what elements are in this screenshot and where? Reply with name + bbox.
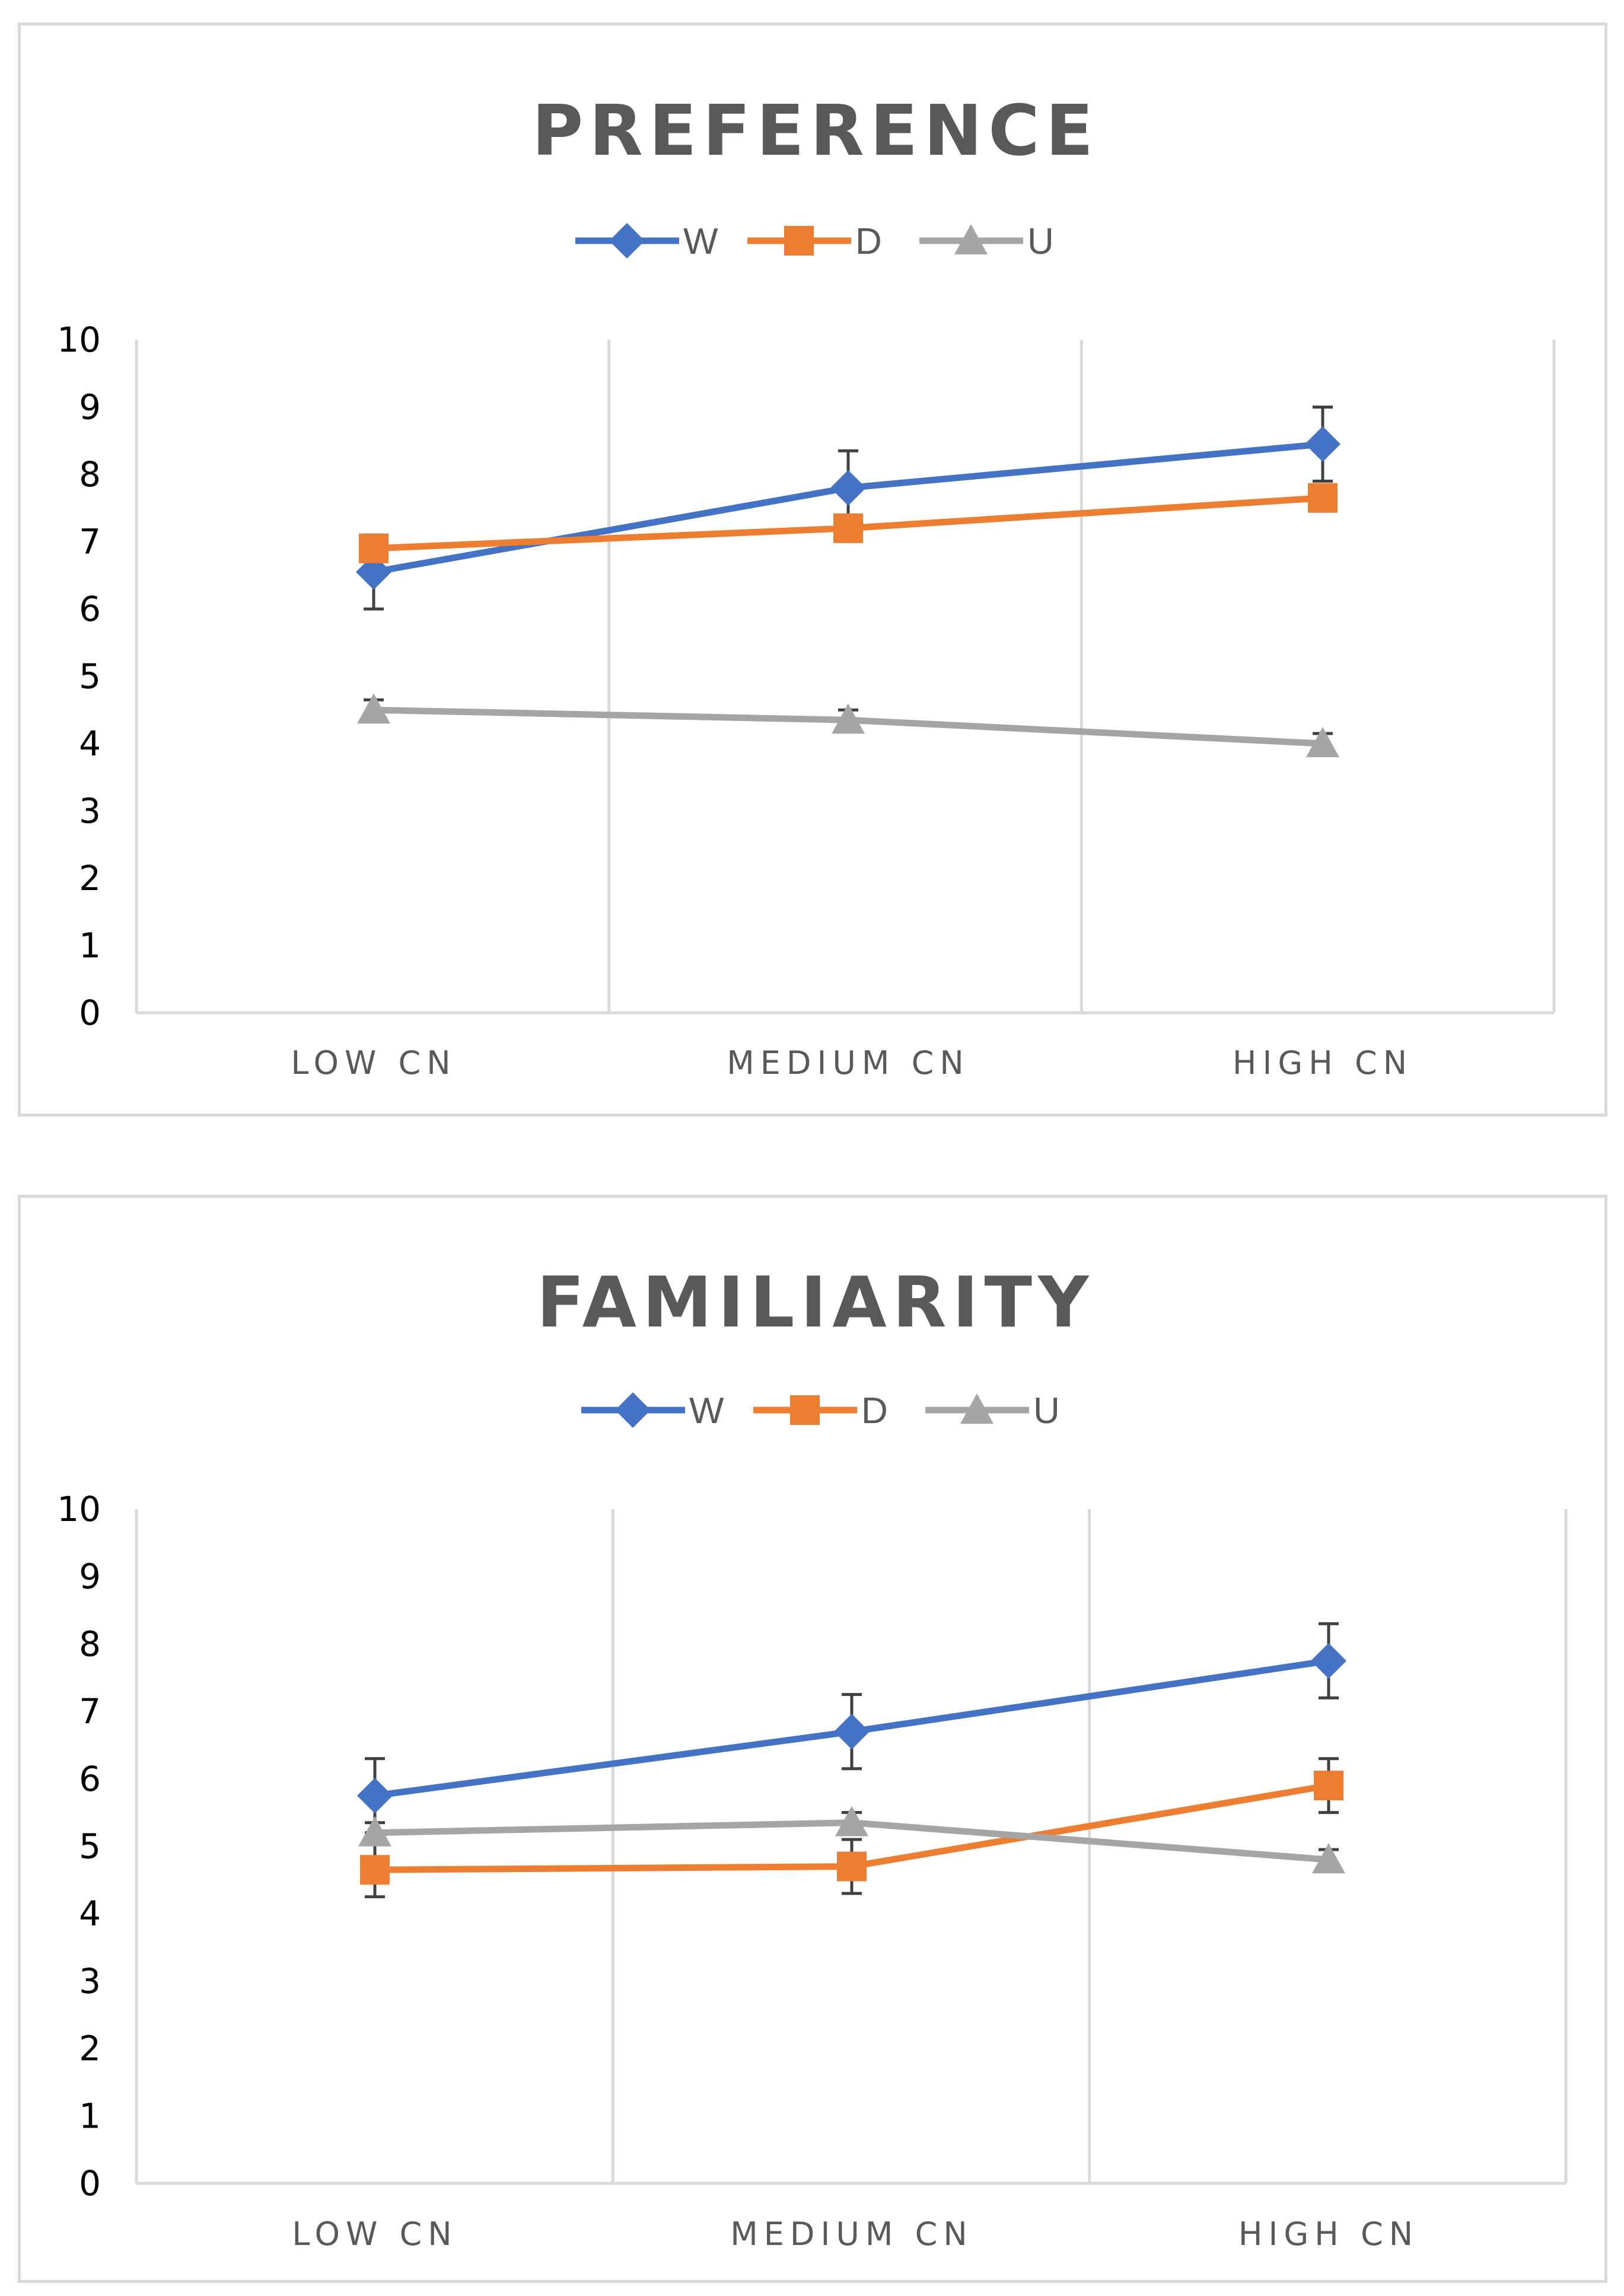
data-point: [359, 533, 389, 563]
familiarity-chart: FAMILIARITY W D U 0 1 2 3 4 5 6 7 8 9 10 LOW CN MEDIUM C…: [18, 1195, 1607, 2283]
data-point: [1306, 727, 1339, 757]
y-tick-label: 3: [79, 791, 101, 831]
legend-label: U: [1027, 221, 1054, 262]
data-point: [1314, 1771, 1343, 1801]
x-tick-label: HIGH CN: [1233, 1044, 1413, 1082]
data-point: [837, 1851, 867, 1882]
data-point: [830, 470, 866, 506]
data-point: [1308, 483, 1338, 513]
y-tick-label: 4: [79, 1893, 101, 1934]
x-tick-label: LOW CN: [292, 2215, 457, 2253]
series-u: [357, 693, 1339, 757]
legend-item-w: W: [575, 221, 718, 262]
legend-label: D: [855, 221, 882, 262]
y-tick-label: 9: [79, 1557, 101, 1597]
chart-title: FAMILIARITY: [537, 1261, 1095, 1343]
series-d: [359, 483, 1338, 563]
legend-marker: [954, 224, 988, 254]
series-u: [358, 1806, 1345, 1874]
y-tick-label: 0: [79, 993, 101, 1033]
data-point: [1312, 1843, 1345, 1874]
data-point: [357, 1778, 393, 1814]
y-tick-label: 7: [79, 1691, 101, 1731]
y-tick-label: 3: [79, 1961, 101, 2001]
data-point: [835, 1806, 868, 1836]
y-tick-label: 5: [79, 656, 101, 697]
legend-label: W: [683, 221, 718, 262]
x-tick-label: HIGH CN: [1238, 2215, 1419, 2253]
legend-label: U: [1033, 1391, 1060, 1431]
x-tick-label: MEDIUM CN: [730, 2215, 973, 2253]
y-tick-label: 7: [79, 522, 101, 562]
series-d: [360, 1757, 1343, 1899]
chart-svg: FAMILIARITY W D U 0 1 2 3 4 5 6 7 8 9 10 LOW CN MEDIUM C…: [57, 1261, 1568, 2253]
legend-item-u: U: [925, 1391, 1060, 1431]
legend-label: W: [689, 1391, 724, 1431]
legend-item-d: D: [747, 221, 882, 262]
y-tick-label: 4: [79, 723, 101, 764]
data-point: [833, 513, 863, 543]
y-tick-label: 1: [79, 926, 101, 966]
legend-marker: [615, 1392, 651, 1428]
preference-chart: PREFERENCE W D U 0 1 2 3 4 5 6 7 8 9 10 LOW CN MEDIUM CN…: [18, 23, 1607, 1117]
data-point: [1311, 1643, 1346, 1679]
data-point: [357, 693, 390, 724]
x-tick-label: LOW CN: [291, 1044, 456, 1082]
y-tick-label: 1: [79, 2096, 101, 2136]
y-tick-label: 2: [79, 858, 101, 898]
legend-label: D: [861, 1391, 888, 1431]
legend-item-d: D: [753, 1391, 888, 1431]
x-tick-label: MEDIUM CN: [727, 1044, 970, 1082]
legend-item-u: U: [919, 221, 1054, 262]
legend-marker: [790, 1395, 820, 1425]
y-tick-label: 5: [79, 1826, 101, 1867]
legend-item-w: W: [581, 1391, 724, 1431]
y-tick-label: 10: [57, 1489, 101, 1529]
chart-title: PREFERENCE: [532, 90, 1100, 171]
legend-marker: [609, 223, 645, 259]
legend-marker: [784, 226, 814, 256]
data-point: [834, 1714, 870, 1750]
y-tick-label: 9: [79, 387, 101, 428]
series-w: [357, 1622, 1346, 1835]
data-point: [832, 703, 865, 734]
data-point: [1305, 426, 1340, 462]
y-tick-label: 0: [79, 2163, 101, 2203]
y-tick-label: 8: [79, 454, 101, 495]
chart-svg: PREFERENCE W D U 0 1 2 3 4 5 6 7 8 9 10 LOW CN MEDIUM CN…: [57, 90, 1556, 1082]
y-tick-label: 8: [79, 1624, 101, 1664]
y-tick-label: 10: [57, 320, 101, 360]
data-point: [360, 1855, 390, 1885]
y-tick-label: 2: [79, 2029, 101, 2069]
y-tick-label: 6: [79, 1759, 101, 1799]
data-point: [358, 1816, 391, 1847]
y-tick-label: 6: [79, 589, 101, 629]
legend-marker: [960, 1393, 993, 1424]
